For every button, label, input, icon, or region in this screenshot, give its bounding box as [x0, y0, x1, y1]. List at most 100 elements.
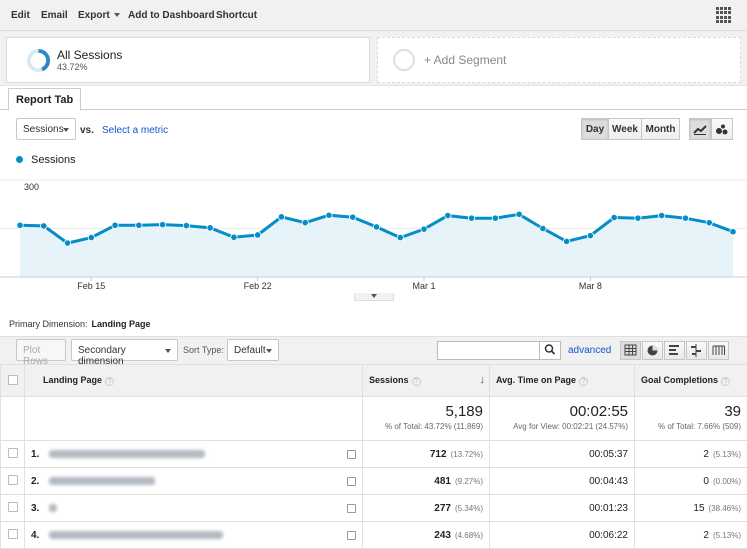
tab-report[interactable]: Report Tab	[8, 88, 82, 111]
row-checkbox-cell	[0, 440, 25, 468]
sessions-cell: 277 (5.34%)	[362, 494, 490, 522]
landing-page-cell: 4.	[24, 521, 363, 549]
sessions-header[interactable]: Sessions? ↓	[362, 364, 490, 397]
help-icon[interactable]: ?	[721, 376, 731, 386]
help-icon[interactable]: ?	[411, 376, 421, 386]
data-point	[515, 210, 523, 218]
report-toolbar: Edit Email Export Add to Dashboard Short…	[0, 0, 747, 31]
goals-value: 2	[703, 448, 709, 460]
table-row: 3. 277 (5.34%) 00:01:23 15 (38.46%)	[0, 494, 747, 522]
external-link-icon[interactable]	[347, 503, 356, 513]
secondary-dimension-select[interactable]: Secondary dimension	[71, 339, 178, 367]
x-tick-label: Feb 22	[244, 281, 272, 291]
week-button[interactable]: Week	[608, 118, 642, 140]
search-button[interactable]	[539, 341, 561, 360]
data-point	[325, 211, 333, 219]
totals-blank	[0, 396, 25, 441]
avg-time-cell: 00:01:23	[489, 494, 635, 522]
data-point	[586, 232, 595, 240]
goals-value: 0	[703, 475, 709, 487]
line-chart-toggle[interactable]	[689, 118, 711, 140]
row-checkbox-cell	[0, 521, 25, 549]
row-checkbox[interactable]	[7, 502, 18, 512]
data-point	[610, 213, 618, 222]
sessions-value: 481	[434, 475, 451, 487]
select-all-checkbox[interactable]	[7, 374, 18, 385]
external-link-icon[interactable]	[347, 476, 356, 486]
comparison-view-button[interactable]	[686, 341, 707, 360]
metric-select[interactable]: Sessions	[16, 118, 76, 140]
day-button[interactable]: Day	[581, 118, 609, 140]
data-point	[63, 239, 72, 247]
avg-time-header[interactable]: Avg. Time on Page?	[489, 364, 635, 397]
sessions-pct: (5.34%)	[454, 503, 483, 513]
sort-type-value: Default	[234, 345, 266, 356]
totals-sessions: 5,189 % of Total: 43.72% (11,869)	[362, 396, 490, 441]
tab-bar: Report Tab	[0, 86, 747, 111]
sessions-cell: 243 (4.68%)	[362, 521, 490, 549]
goal-completions-header[interactable]: Goal Completions?	[634, 364, 747, 397]
totals-sessions-sub: % of Total: 43.72% (11,869)	[385, 422, 483, 431]
primary-dimension: Primary Dimension: Landing Page	[9, 319, 151, 329]
totals-sessions-value: 5,189	[445, 403, 483, 420]
line-chart-icon	[693, 125, 707, 135]
chevron-down-icon	[113, 13, 120, 18]
search-icon	[544, 344, 556, 355]
help-icon[interactable]: ?	[579, 376, 589, 386]
data-point	[230, 233, 238, 241]
data-point	[539, 224, 547, 233]
pie-chart-icon	[647, 345, 658, 356]
edit-button[interactable]: Edit	[11, 10, 30, 21]
motion-chart-toggle[interactable]	[711, 118, 733, 140]
select-metric-link[interactable]: Select a metric	[102, 125, 169, 136]
sort-descending-icon: ↓	[479, 374, 486, 386]
performance-view-button[interactable]	[664, 341, 685, 360]
email-button[interactable]: Email	[41, 10, 68, 21]
landing-page-link[interactable]	[49, 477, 155, 486]
data-point	[396, 233, 404, 242]
sessions-pct: (13.72%)	[450, 449, 483, 459]
chart-collapse-handle[interactable]	[354, 293, 394, 301]
apps-grid-icon[interactable]	[716, 7, 732, 23]
row-checkbox[interactable]	[7, 475, 18, 485]
pie-view-button[interactable]	[642, 341, 663, 360]
totals-avg-time: 00:02:55 Avg for View: 00:02:21 (24.57%)	[489, 396, 635, 441]
advanced-filter-link[interactable]: advanced	[568, 345, 612, 356]
table-view-button[interactable]	[620, 341, 641, 360]
landing-page-header[interactable]: Landing Page?	[24, 364, 363, 397]
totals-goals: 39 % of Total: 7.66% (509)	[634, 396, 747, 441]
data-point	[372, 223, 381, 231]
sessions-value: 243	[434, 529, 451, 541]
data-point	[658, 211, 666, 220]
add-to-dashboard-button[interactable]: Add to Dashboard	[128, 10, 215, 21]
primary-dimension-value[interactable]: Landing Page	[91, 319, 151, 329]
add-segment-box[interactable]: + Add Segment	[377, 37, 741, 83]
external-link-icon[interactable]	[347, 530, 356, 540]
pivot-view-button[interactable]	[708, 341, 729, 360]
table-grid-icon	[624, 344, 637, 356]
table-search-input[interactable]	[437, 341, 561, 360]
row-checkbox[interactable]	[7, 448, 18, 458]
landing-page-link[interactable]	[49, 531, 223, 540]
row-checkbox[interactable]	[7, 529, 18, 539]
data-point	[254, 231, 262, 239]
data-point	[420, 225, 428, 233]
row-index: 2.	[31, 475, 40, 487]
table-row: 4. 243 (4.68%) 00:06:22 2 (5.13%)	[0, 521, 747, 549]
data-point	[206, 224, 214, 232]
sort-type-select[interactable]: Default	[227, 339, 279, 361]
external-link-icon[interactable]	[347, 449, 356, 459]
y-tick-label: 300	[24, 182, 39, 192]
segment-all-sessions[interactable]: All Sessions 43.72%	[6, 37, 370, 83]
help-icon[interactable]: ?	[105, 376, 115, 386]
shortcut-button[interactable]: Shortcut	[216, 10, 258, 21]
sessions-cell: 481 (9.27%)	[362, 467, 490, 495]
sessions-value: 712	[429, 448, 447, 460]
data-point	[87, 233, 95, 242]
plot-rows-button[interactable]: Plot Rows	[16, 339, 66, 367]
landing-page-link[interactable]	[49, 504, 57, 513]
month-button[interactable]: Month	[641, 118, 680, 140]
table-row: 2. 481 (9.27%) 00:04:43 0 (0.00%)	[0, 467, 747, 495]
landing-page-link[interactable]	[49, 450, 205, 459]
export-menu[interactable]: Export	[78, 10, 120, 21]
